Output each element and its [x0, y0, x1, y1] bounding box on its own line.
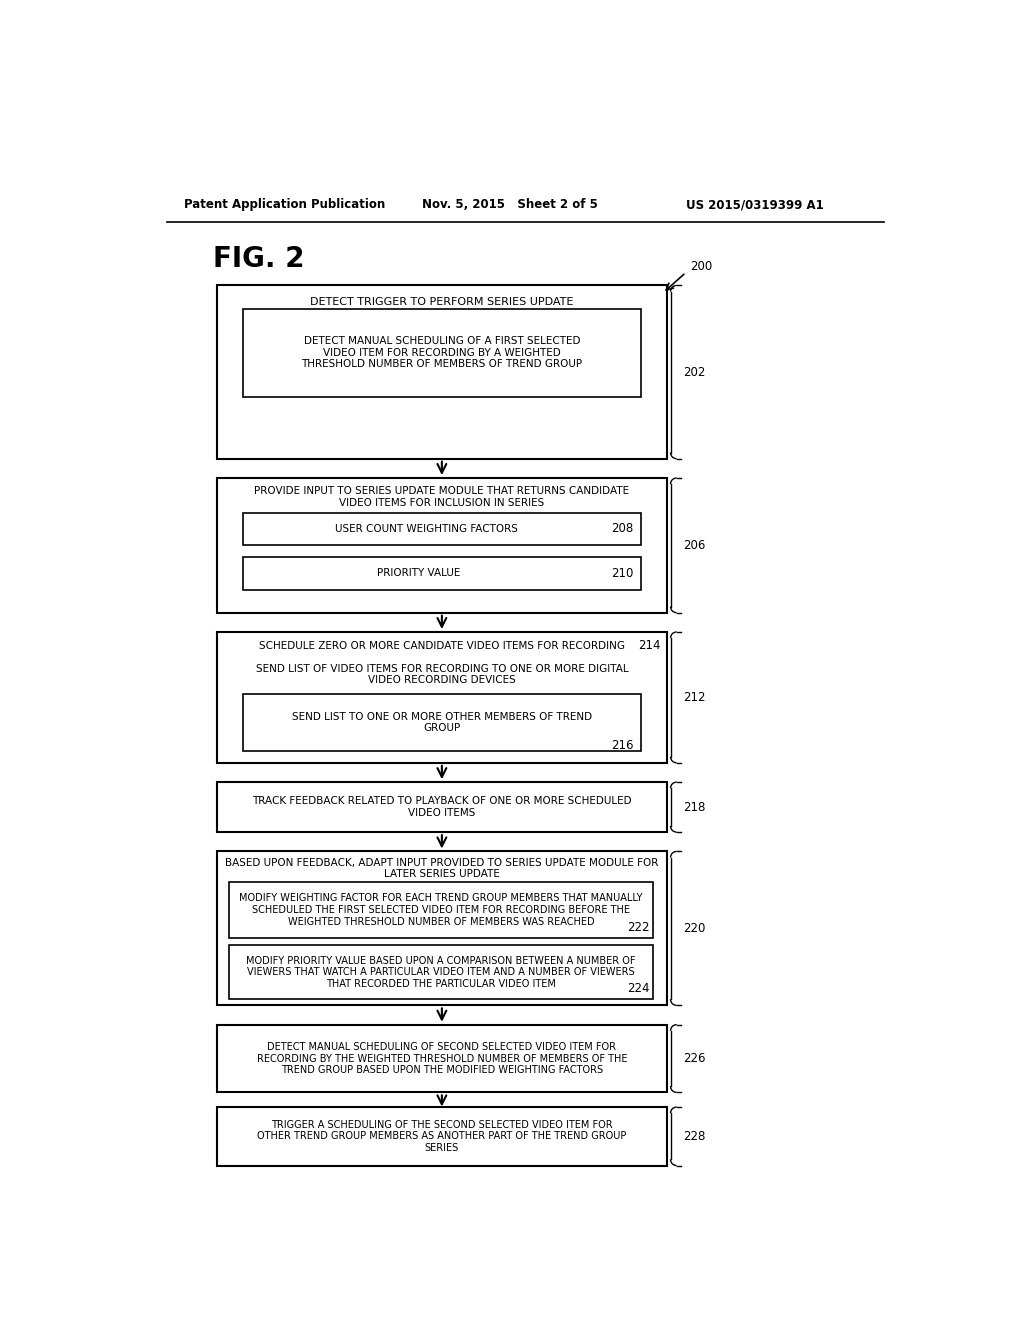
Bar [243, 693, 641, 751]
Text: BASED UPON FEEDBACK, ADAPT INPUT PROVIDED TO SERIES UPDATE MODULE FOR
LATER SERI: BASED UPON FEEDBACK, ADAPT INPUT PROVIDE… [225, 858, 658, 879]
Text: 222: 222 [627, 921, 649, 933]
Bar [228, 945, 653, 999]
Text: 218: 218 [683, 801, 706, 813]
Bar [217, 1107, 667, 1166]
Text: 212: 212 [683, 690, 706, 704]
Text: 220: 220 [683, 921, 706, 935]
Bar [243, 557, 641, 590]
Text: 210: 210 [611, 566, 633, 579]
Text: 224: 224 [627, 982, 649, 995]
Text: 216: 216 [610, 739, 633, 751]
Bar [217, 478, 667, 612]
Bar [243, 309, 641, 397]
Text: SCHEDULE ZERO OR MORE CANDIDATE VIDEO ITEMS FOR RECORDING: SCHEDULE ZERO OR MORE CANDIDATE VIDEO IT… [259, 640, 625, 651]
Text: 228: 228 [683, 1130, 706, 1143]
Text: DETECT TRIGGER TO PERFORM SERIES UPDATE: DETECT TRIGGER TO PERFORM SERIES UPDATE [310, 297, 573, 308]
Text: FIG. 2: FIG. 2 [213, 244, 305, 272]
Text: TRACK FEEDBACK RELATED TO PLAYBACK OF ONE OR MORE SCHEDULED
VIDEO ITEMS: TRACK FEEDBACK RELATED TO PLAYBACK OF ON… [252, 796, 632, 818]
Bar [228, 882, 653, 937]
Text: MODIFY PRIORITY VALUE BASED UPON A COMPARISON BETWEEN A NUMBER OF
VIEWERS THAT W: MODIFY PRIORITY VALUE BASED UPON A COMPA… [247, 956, 636, 989]
Text: Patent Application Publication: Patent Application Publication [183, 198, 385, 211]
Text: 226: 226 [683, 1052, 706, 1065]
Text: USER COUNT WEIGHTING FACTORS: USER COUNT WEIGHTING FACTORS [335, 524, 518, 533]
Bar [217, 1024, 667, 1093]
Text: MODIFY WEIGHTING FACTOR FOR EACH TREND GROUP MEMBERS THAT MANUALLY
SCHEDULED THE: MODIFY WEIGHTING FACTOR FOR EACH TREND G… [240, 894, 643, 927]
Bar [217, 285, 667, 459]
Text: 208: 208 [611, 523, 633, 536]
Text: DETECT MANUAL SCHEDULING OF SECOND SELECTED VIDEO ITEM FOR
RECORDING BY THE WEIG: DETECT MANUAL SCHEDULING OF SECOND SELEC… [257, 1041, 627, 1074]
Bar [217, 851, 667, 1006]
Text: SEND LIST OF VIDEO ITEMS FOR RECORDING TO ONE OR MORE DIGITAL
VIDEO RECORDING DE: SEND LIST OF VIDEO ITEMS FOR RECORDING T… [256, 664, 628, 685]
Text: PROVIDE INPUT TO SERIES UPDATE MODULE THAT RETURNS CANDIDATE
VIDEO ITEMS FOR INC: PROVIDE INPUT TO SERIES UPDATE MODULE TH… [254, 486, 630, 508]
Text: 200: 200 [690, 260, 712, 273]
Text: 202: 202 [683, 366, 706, 379]
Text: DETECT MANUAL SCHEDULING OF A FIRST SELECTED
VIDEO ITEM FOR RECORDING BY A WEIGH: DETECT MANUAL SCHEDULING OF A FIRST SELE… [301, 337, 583, 370]
Text: 206: 206 [683, 539, 706, 552]
Text: 214: 214 [638, 639, 660, 652]
Text: US 2015/0319399 A1: US 2015/0319399 A1 [686, 198, 823, 211]
Bar [217, 632, 667, 763]
Bar [243, 512, 641, 545]
Text: SEND LIST TO ONE OR MORE OTHER MEMBERS OF TREND
GROUP: SEND LIST TO ONE OR MORE OTHER MEMBERS O… [292, 711, 592, 733]
Bar [217, 781, 667, 832]
Text: TRIGGER A SCHEDULING OF THE SECOND SELECTED VIDEO ITEM FOR
OTHER TREND GROUP MEM: TRIGGER A SCHEDULING OF THE SECOND SELEC… [257, 1119, 627, 1152]
Text: Nov. 5, 2015   Sheet 2 of 5: Nov. 5, 2015 Sheet 2 of 5 [423, 198, 598, 211]
Text: PRIORITY VALUE: PRIORITY VALUE [377, 569, 461, 578]
